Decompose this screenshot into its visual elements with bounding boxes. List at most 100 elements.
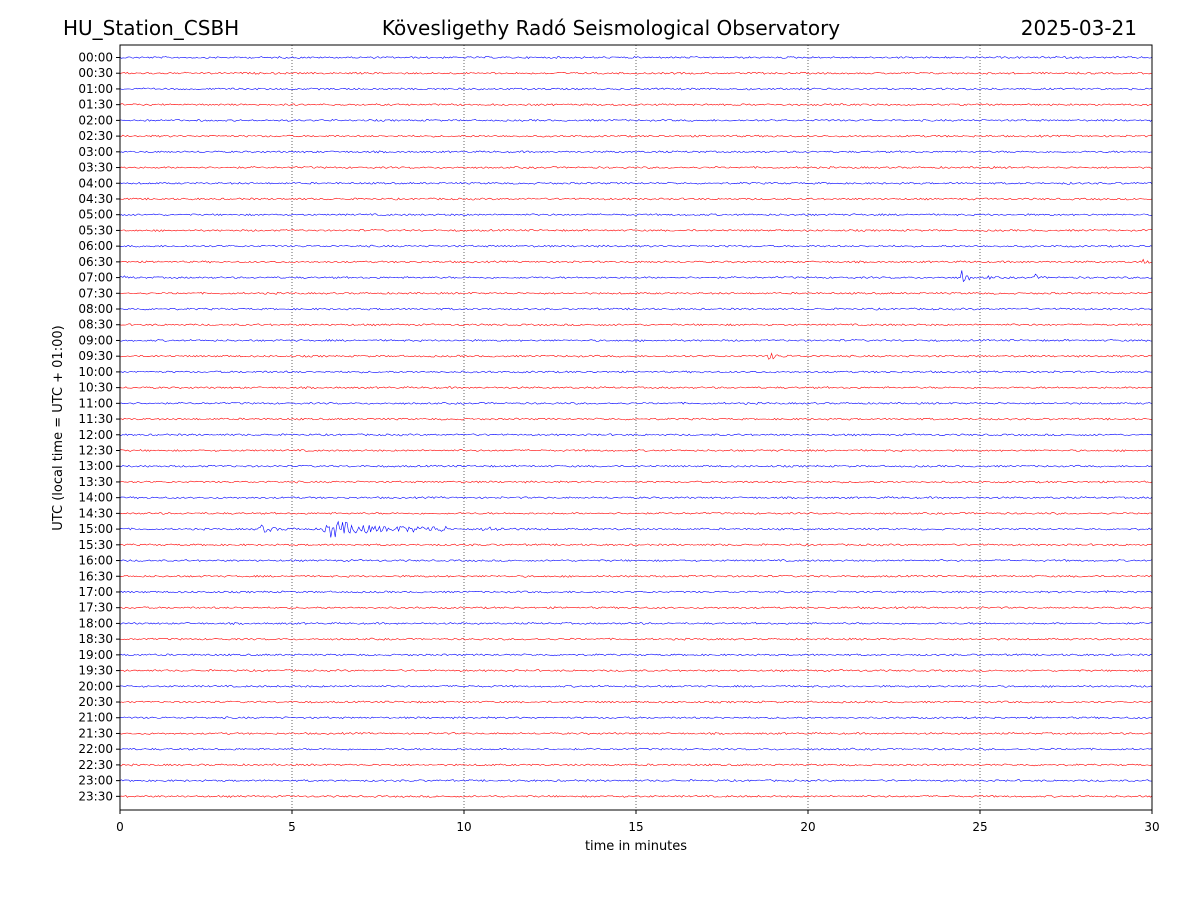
trace-0730 [119,291,1153,295]
trace-1100 [119,401,1153,405]
trace-1700 [119,590,1153,594]
y-tick-label: 17:30 [78,601,113,615]
x-tick-label: 15 [628,820,643,834]
observatory-title: Kövesligethy Radó Seismological Observat… [382,16,840,40]
y-tick-label: 11:00 [78,396,113,410]
y-tick-label: 07:30 [78,286,113,300]
seismic-traces [119,55,1153,798]
trace-1330 [119,480,1153,484]
trace-1800 [119,621,1153,625]
x-tick-label: 30 [1144,820,1159,834]
trace-1600 [119,559,1153,563]
trace-1530 [120,543,1153,547]
y-tick-label: 01:00 [78,82,113,96]
x-tick-label: 0 [116,820,124,834]
date-title: 2025-03-21 [1021,16,1137,40]
trace-1730 [119,606,1153,610]
y-tick-label: 09:00 [78,333,113,347]
trace-0030 [119,71,1153,75]
x-tick-label: 10 [456,820,471,834]
y-tick-label: 23:00 [78,774,113,788]
trace-1900 [119,653,1153,657]
trace-1230 [119,449,1153,452]
trace-0430 [119,197,1153,201]
y-axis-label: UTC (local time = UTC + 01:00) [51,325,66,530]
trace-1430 [119,511,1153,515]
x-tick-label: 5 [288,820,296,834]
trace-0230 [119,134,1153,138]
y-tick-label: 18:00 [78,616,113,630]
trace-2030 [119,700,1153,704]
trace-1830 [119,637,1153,641]
y-tick-label: 20:30 [78,695,113,709]
y-tick-label: 13:30 [78,475,113,489]
y-tick-label: 22:30 [78,758,113,772]
trace-0300 [119,150,1153,154]
y-tick-label: 19:00 [78,648,113,662]
y-tick-label: 19:30 [78,664,113,678]
trace-0930 [119,352,1153,360]
x-tick-label: 25 [972,820,987,834]
y-tick-label: 05:00 [78,208,113,222]
trace-0330 [119,166,1153,169]
trace-2300 [119,779,1152,783]
y-tick-label: 15:30 [78,538,113,552]
trace-1500 [119,520,1153,538]
trace-2000 [119,684,1153,688]
trace-2230 [120,763,1153,767]
trace-2130 [119,732,1152,735]
y-tick-label: 05:30 [78,223,113,237]
trace-1030 [119,386,1152,390]
trace-0100 [119,87,1153,91]
trace-0900 [119,339,1153,342]
y-tick-label: 02:00 [78,113,113,127]
trace-1200 [119,433,1153,437]
station-title: HU_Station_CSBH [63,16,239,40]
y-tick-label: 21:00 [78,711,113,725]
y-tick-label: 11:30 [78,412,113,426]
trace-1400 [119,496,1153,500]
trace-1630 [119,574,1153,578]
y-tick-label: 14:00 [78,491,113,505]
y-tick-label: 10:00 [78,365,113,379]
y-tick-label: 00:00 [78,51,113,65]
y-tick-label: 02:30 [78,129,113,143]
trace-0600 [119,244,1153,248]
x-axis-label: time in minutes [585,839,687,854]
y-tick-label: 04:30 [78,192,113,206]
y-tick-label: 07:00 [78,271,113,285]
trace-0500 [119,213,1153,217]
trace-2200 [119,747,1153,751]
trace-0830 [119,323,1153,327]
y-tick-label: 23:30 [78,789,113,803]
trace-0530 [119,229,1153,232]
y-tick-label: 08:00 [78,302,113,316]
y-tick-label: 14:30 [78,506,113,520]
y-tick-label: 22:00 [78,742,113,756]
trace-1300 [119,464,1153,468]
y-tick-label: 10:30 [78,381,113,395]
y-tick-label: 18:30 [78,632,113,646]
trace-1000 [119,370,1153,374]
y-tick-label: 12:00 [78,428,113,442]
y-tick-label: 04:00 [78,176,113,190]
plot-frame [119,44,1153,811]
y-tick-label: 08:30 [78,318,113,332]
trace-0000 [119,55,1153,59]
y-tick-label: 12:30 [78,444,113,458]
y-tick-label: 16:00 [78,554,113,568]
y-tick-label: 06:30 [78,255,113,269]
y-tick-label: 20:00 [78,679,113,693]
y-tick-label: 17:00 [78,585,113,599]
trace-0200 [119,118,1153,122]
y-tick-label: 09:30 [78,349,113,363]
y-tick-label: 06:00 [78,239,113,253]
y-tick-label: 03:30 [78,161,113,175]
trace-2330 [119,794,1153,798]
y-tick-label: 01:30 [78,98,113,112]
y-tick-label: 03:00 [78,145,113,159]
y-tick-label: 21:30 [78,726,113,740]
trace-1130 [119,417,1153,421]
